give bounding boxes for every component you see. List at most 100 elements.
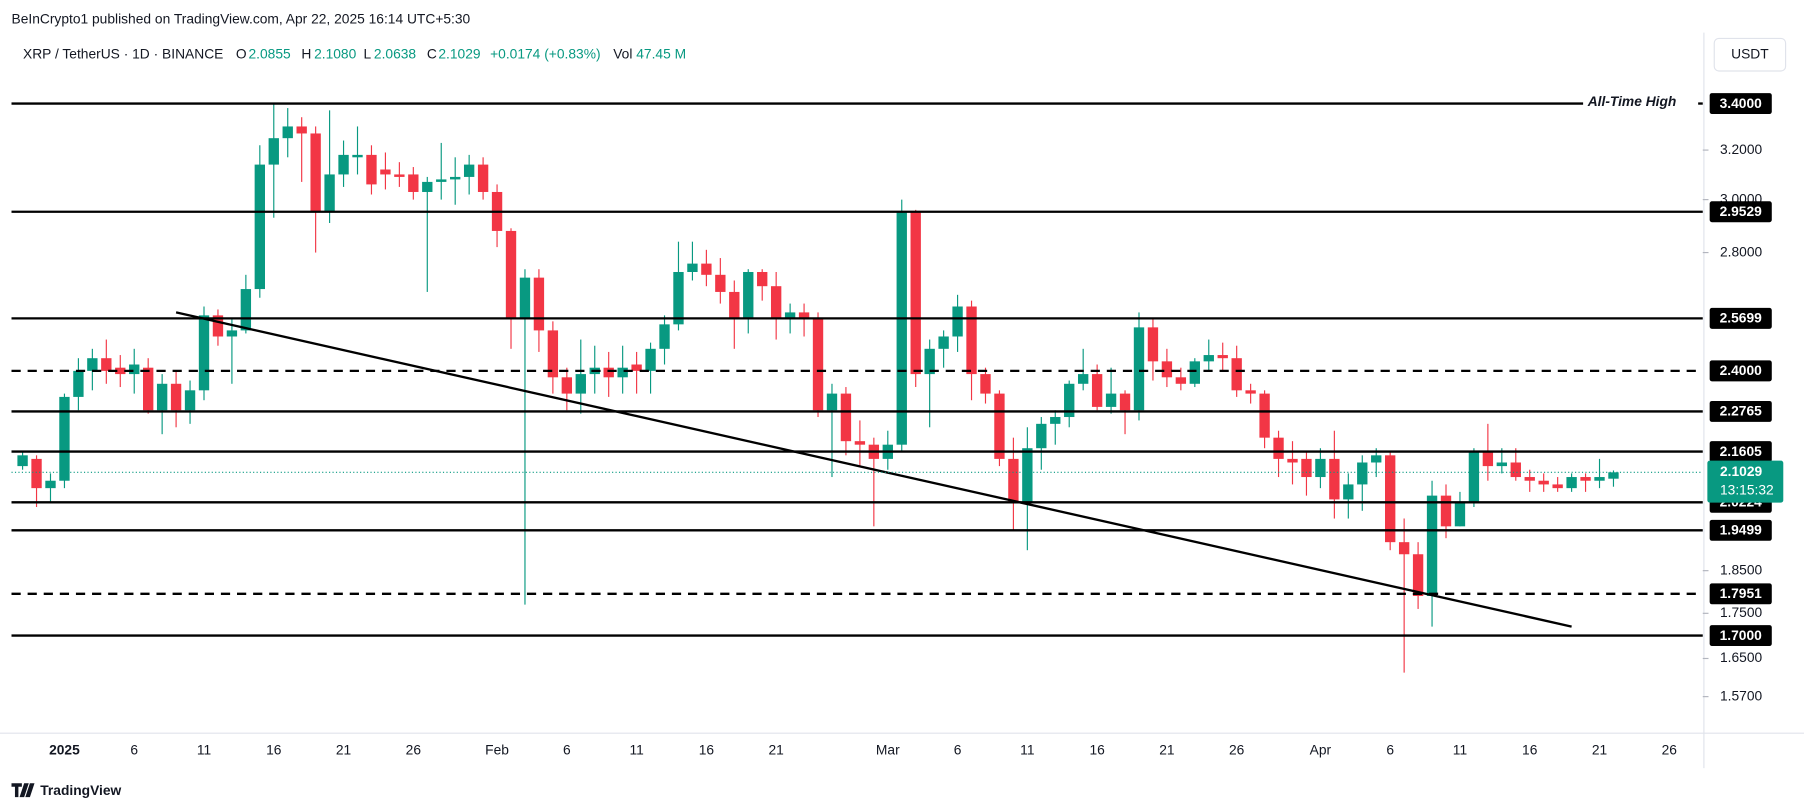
x-tick-label: Mar — [876, 741, 900, 757]
candle-body — [757, 271, 768, 287]
x-tick-label: 11 — [629, 741, 644, 757]
open-value: 2.0855 — [249, 45, 291, 61]
candle-body — [617, 367, 628, 378]
level-label-box — [1709, 307, 1772, 329]
x-tick-label: 16 — [699, 741, 715, 757]
level-label: 2.5699 — [1720, 310, 1762, 326]
level-label: 2.1605 — [1720, 443, 1762, 459]
candle-body — [254, 164, 265, 290]
candle-body — [1329, 458, 1340, 500]
candle-body — [1315, 458, 1326, 478]
currency-label[interactable]: USDT — [1731, 45, 1769, 61]
candle-body — [1050, 417, 1061, 424]
y-tick-label: 3.2000 — [1720, 141, 1762, 157]
candle-body — [729, 291, 740, 319]
candle-body — [87, 358, 98, 371]
candle-body — [115, 367, 126, 375]
candle-body — [450, 176, 461, 180]
candle-body — [1287, 458, 1298, 463]
candle-body — [896, 212, 907, 445]
candle-body — [631, 364, 642, 371]
low-value: 2.0638 — [374, 45, 416, 61]
candle-body — [645, 348, 656, 371]
candle-body — [1482, 451, 1494, 467]
candle-body — [561, 377, 573, 394]
y-tick-label: 1.8500 — [1720, 561, 1762, 577]
candle-body — [198, 315, 210, 391]
symbol: XRP / TetherUS · 1D · BINANCE — [23, 45, 223, 61]
candle-body — [840, 393, 852, 442]
candle-body — [687, 263, 698, 272]
candle-body — [324, 174, 335, 213]
candle-body — [938, 336, 949, 349]
candle-body — [603, 367, 614, 378]
candle-body — [477, 164, 489, 192]
candle-body — [952, 306, 963, 337]
y-tick-label: 1.6500 — [1720, 649, 1762, 665]
candle-body — [1189, 361, 1200, 384]
currency-button[interactable] — [1713, 37, 1787, 72]
high-value: 2.1080 — [314, 45, 356, 61]
candle-body — [659, 324, 670, 349]
published-note: BeInCrypto1 published on TradingView.com… — [12, 10, 471, 26]
candle-body — [17, 455, 28, 467]
brand: TradingView — [40, 782, 121, 798]
candle-body — [547, 330, 559, 378]
level-label-box — [1709, 400, 1772, 422]
candle-body — [338, 154, 349, 175]
candle-body — [1566, 477, 1577, 489]
candle-body — [1538, 480, 1549, 485]
candle-body — [170, 383, 182, 411]
candle-body — [422, 181, 433, 192]
x-tick-label: Feb — [485, 741, 509, 757]
candle-body — [743, 271, 754, 319]
level-label-box — [1709, 201, 1772, 223]
candle-body — [352, 154, 363, 158]
x-tick-label: 11 — [1020, 741, 1035, 757]
candle-body — [268, 138, 279, 165]
level-label-box — [1709, 441, 1772, 463]
candle-body — [1203, 355, 1214, 362]
x-tick-label: 21 — [1159, 741, 1175, 757]
candle-body — [1175, 377, 1187, 384]
candle-body — [1161, 361, 1173, 378]
close-value: 2.1029 — [438, 45, 480, 61]
candle-body — [1301, 458, 1312, 478]
candle-body — [1385, 455, 1396, 543]
x-tick-label: 16 — [1089, 741, 1105, 757]
x-tick-label: 21 — [336, 741, 352, 757]
candle-body — [1119, 393, 1131, 411]
candle-body — [1594, 477, 1605, 481]
candle-body — [45, 480, 56, 489]
candle-body — [519, 277, 531, 319]
level-label-box — [1709, 360, 1772, 382]
volume-value: 47.45 M — [636, 45, 686, 61]
candle-body — [282, 126, 293, 139]
candle-body — [1426, 495, 1438, 596]
candle-body — [770, 286, 782, 319]
close-label: C — [427, 45, 437, 61]
candle-body — [1259, 393, 1270, 438]
level-label: 1.7000 — [1720, 627, 1762, 643]
x-tick-label: 6 — [1386, 741, 1394, 757]
candle-body — [1064, 383, 1075, 418]
level-label: 3.4000 — [1720, 95, 1762, 111]
candle-body — [673, 271, 684, 325]
candle-body — [854, 441, 866, 445]
candle-body — [1552, 484, 1563, 489]
candle-body — [966, 306, 977, 375]
candle-body — [436, 179, 447, 182]
candle-body — [505, 230, 517, 319]
candle-body — [240, 289, 252, 331]
x-tick-label: 11 — [197, 741, 212, 757]
candle-body — [143, 367, 154, 411]
brand-logo — [11, 783, 35, 798]
candle-body — [129, 364, 140, 375]
candle-body — [101, 358, 112, 371]
candle-body — [701, 263, 712, 275]
candle-body — [1524, 477, 1535, 481]
candle-body — [798, 312, 810, 319]
candle-body — [1496, 462, 1508, 467]
candle-body — [1398, 542, 1410, 555]
